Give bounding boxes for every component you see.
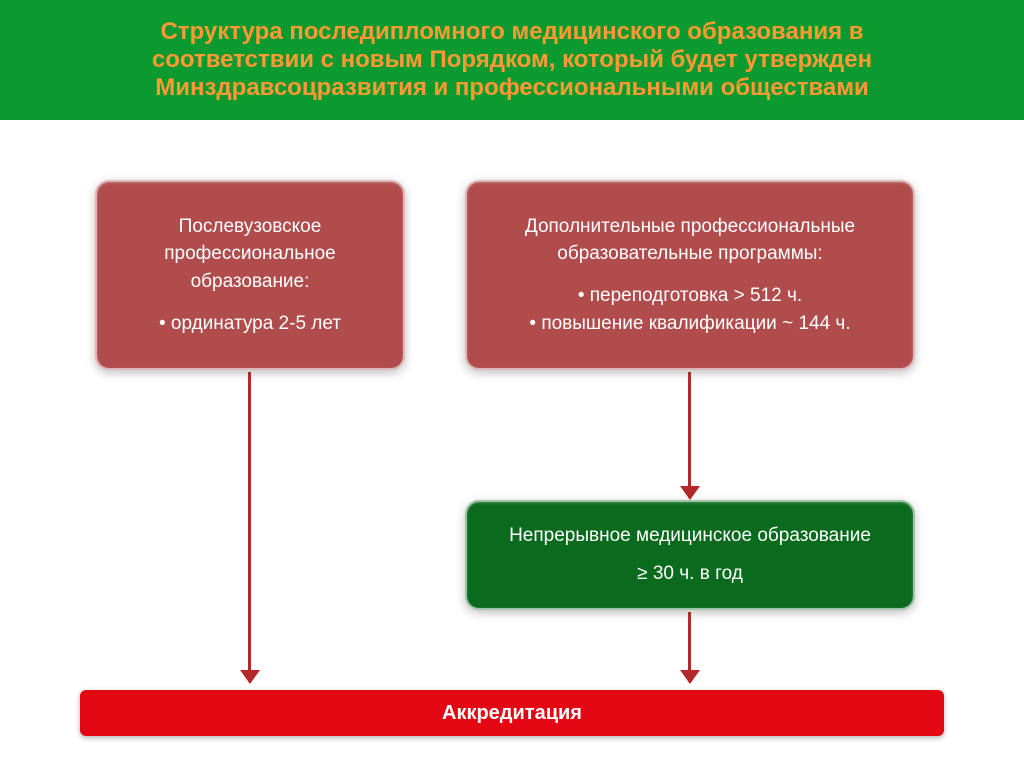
arrow-nmo-to-accr [688, 612, 691, 682]
accreditation-label: Аккредитация [442, 702, 582, 724]
diagram-area: Послевузовское профессиональное образова… [0, 120, 1024, 757]
title-bar: Структура последипломного медицинского о… [0, 0, 1024, 120]
lbl: Послевузовское [179, 216, 322, 237]
box-postgraduate: Послевузовское профессиональное образова… [95, 180, 405, 370]
box-postgraduate-head: Послевузовское профессиональное образова… [164, 213, 335, 296]
lbl: образовательные программы: [557, 243, 822, 264]
lbl: профессиональное [164, 243, 335, 264]
bullet-ord: • ординатура 2-5 лет [159, 310, 341, 338]
arrow-left-to-accr [248, 372, 251, 682]
title-line-2: соответствии с новым Порядком, который б… [40, 46, 984, 74]
title-line-3: Минздравсоцразвития и профессиональными … [40, 74, 984, 102]
box-additional-head: Дополнительные профессиональные образова… [525, 213, 855, 268]
box-additional-programs: Дополнительные профессиональные образова… [465, 180, 915, 370]
box-nmo: Непрерывное медицинское образование ≥ 30… [465, 500, 915, 610]
lbl: образование: [191, 271, 310, 292]
title-line-1: Структура последипломного медицинского о… [40, 18, 984, 46]
nmo-line1: Непрерывное медицинское образование [509, 522, 871, 550]
nmo-line2: ≥ 30 ч. в год [637, 560, 743, 588]
lbl: Дополнительные профессиональные [525, 216, 855, 237]
arrow-right-to-nmo [688, 372, 691, 498]
accreditation-bar: Аккредитация [80, 690, 944, 736]
bullet-qualif: • повышение квалификации ~ 144 ч. [529, 310, 850, 338]
bullet-retrain: • переподготовка > 512 ч. [578, 282, 802, 310]
